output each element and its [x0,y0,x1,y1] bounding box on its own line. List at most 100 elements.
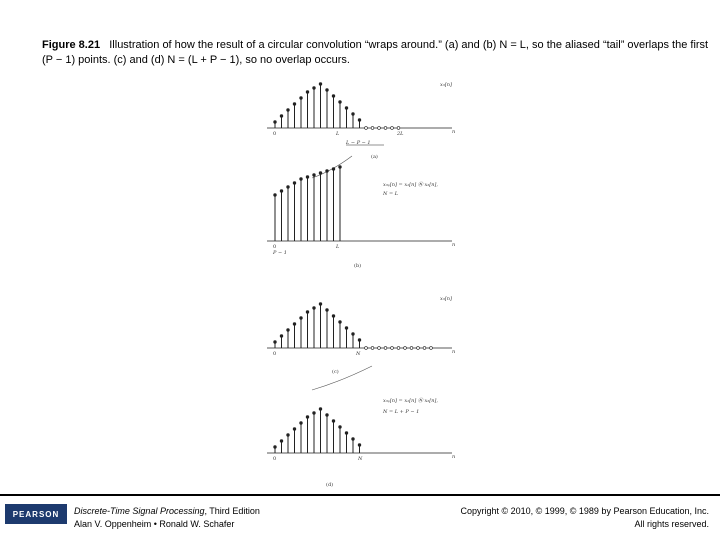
panel-c-point [422,346,427,350]
panel-c-point [312,306,316,310]
panel-c-point [416,346,420,350]
book-edition: , Third Edition [204,506,260,516]
book-title: Discrete-Time Signal Processing [74,506,205,516]
panel-d-point [279,439,284,443]
panel-a-point [383,126,388,130]
panel-a-point [286,108,290,112]
panel-d-point [318,407,323,411]
figure-caption: Figure 8.21 Illustration of how the resu… [42,38,712,68]
panel-c-point [318,302,323,306]
slide-footer: PEARSON Discrete-Time Signal Processing,… [0,494,720,540]
panel-c-point [273,340,277,344]
panel-c-point [403,346,407,350]
panel-label-c: (c) [332,368,339,375]
stems-c [273,302,433,350]
stems-b [273,165,342,241]
panel-c-point [338,320,342,324]
axis-label-c: n [452,349,455,355]
panel-a-point [325,88,329,92]
tick-0-b: 0 [273,244,276,250]
panel-d-point [305,415,310,419]
panel-c-point [370,346,375,350]
tick-L-b: L [335,244,340,250]
panel-a-point [377,126,381,130]
panel-c-point [409,346,414,350]
panel-a-point [344,106,349,110]
panel-d-point [286,433,290,437]
stems-a [273,82,401,130]
panel-c-point [396,346,401,350]
panel-d-point [325,413,329,417]
panel-a-point [396,126,401,130]
panel-label-b: (b) [354,262,361,269]
wrap-arrow-ab [311,155,353,179]
panel-d-point [338,425,342,429]
panel-d-point [292,427,297,431]
book-info: Discrete-Time Signal Processing, Third E… [74,505,260,531]
panel-d-point [331,419,336,423]
panel-c-point [357,338,362,342]
logo-text: PEARSON [12,509,60,519]
panel-b: x₃ₚ[n] = x₁[n] Ⓝ x₂[n], N = L n 0 L P − … [267,165,455,269]
panel-b-point [305,175,310,179]
panel-a-point [318,82,323,86]
tick-0-d: 0 [273,456,276,462]
panel-label-a: (a) [371,153,378,160]
bracket-label-a: L − P − 1 [345,140,371,146]
panel-a-point [364,126,368,130]
tick-L-a: L [335,131,340,137]
panel-c-point [286,328,290,332]
tick-N-d: N [357,456,363,462]
panel-a-point [351,112,355,116]
panel-b-point [325,169,329,173]
equation-d-2: N = L + P − 1 [382,409,419,415]
panel-b-point [338,165,342,169]
equation-b-2: N = L [382,191,399,197]
panel-a-point [370,126,375,130]
book-authors: Alan V. Oppenheim • Ronald W. Schafer [74,519,235,529]
signal-label-c: x₃[n] [440,296,452,302]
panel-a-point [279,114,284,118]
panel-c-point [305,310,310,314]
panel-c-point [325,308,329,312]
panel-c-point [351,332,355,336]
panel-b-point [312,173,316,177]
panel-c-point [383,346,388,350]
panel-d: x₃ₚ[n] = x₁[n] Ⓝ x₂[n], N = L + P − 1 n … [267,397,455,488]
panel-a-point [305,90,310,94]
panel-b-point [292,181,297,185]
panel-label-d: (d) [326,481,333,488]
panel-a-point [357,118,362,122]
pearson-logo: PEARSON [5,504,67,524]
copyright-info: Copyright © 2010, © 1999, © 1989 by Pear… [460,505,709,531]
panel-a-point [331,94,336,98]
panel-a: x₃[n] n 0 L 2L L − P − 1 (a) [267,82,455,179]
equation-b-1: x₃ₚ[n] = x₁[n] Ⓝ x₂[n], [383,181,438,188]
panel-c-point [344,326,349,330]
panel-c-point [292,322,297,326]
figure-number: Figure 8.21 [42,39,101,51]
convolution-figure: x₃[n] n 0 L 2L L − P − 1 (a) x₃ₚ[n] = x₁… [262,76,462,494]
axis-label-d: n [452,454,455,460]
panel-c-point [377,346,381,350]
panel-d-point [273,445,277,449]
panel-b-point [279,189,284,193]
panel-c-point [429,346,433,350]
tick-0-c: 0 [273,351,276,357]
tick-0-a: 0 [273,131,276,137]
panel-b-point [331,167,336,171]
tick-N-c: N [355,351,361,357]
panel-a-point [390,126,394,130]
panel-d-point [351,437,355,441]
wrap-arrow-cd [311,365,373,391]
panel-a-point [273,120,277,124]
copyright-line: Copyright © 2010, © 1999, © 1989 by Pear… [460,506,709,516]
panel-c-point [299,316,303,320]
axis-label-b: n [452,242,455,248]
panel-a-point [299,96,303,100]
panel-d-point [357,443,362,447]
panel-c-point [279,334,284,338]
panel-a-point [292,102,297,106]
panel-b-point [273,193,277,197]
axis-label-a: n [452,129,455,135]
